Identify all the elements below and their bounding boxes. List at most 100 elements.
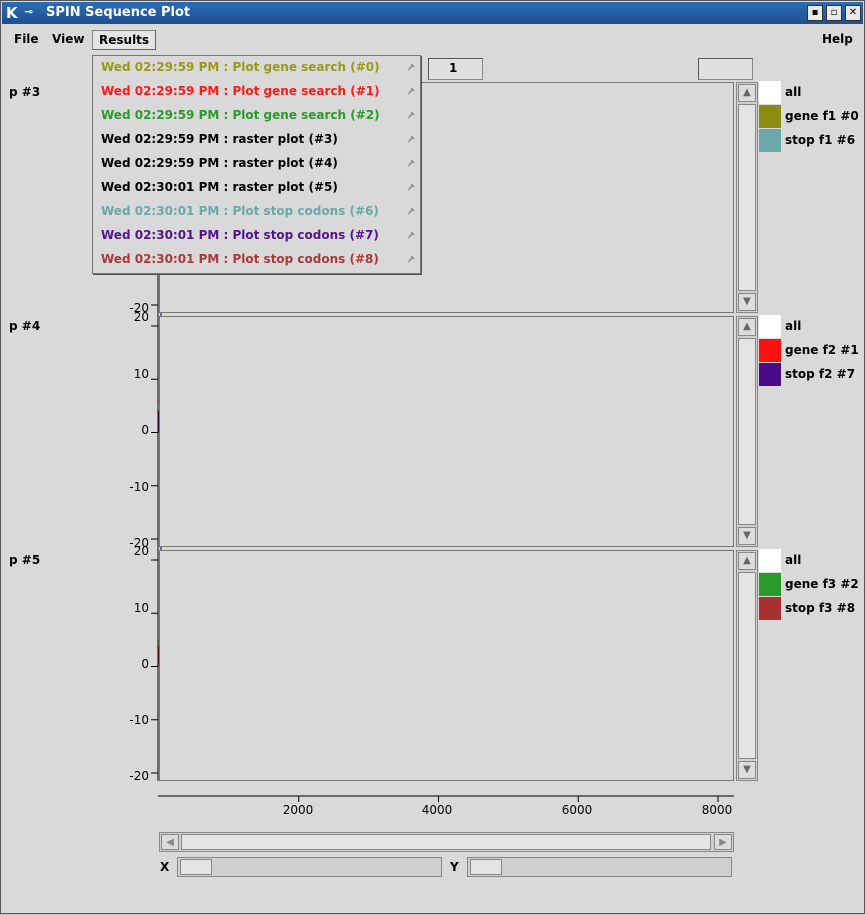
close-button[interactable]: ✕	[845, 5, 861, 21]
y-tick: -10	[129, 713, 149, 727]
legend-label: all	[785, 85, 802, 99]
menu-results[interactable]: Results	[92, 30, 157, 50]
y-tick: -20	[129, 301, 149, 315]
legend-all[interactable]: all	[759, 549, 864, 573]
legend-label: stop f2 #7	[785, 367, 856, 381]
y-tick: -10	[129, 480, 149, 494]
scroll-up-icon[interactable]: ▲	[738, 318, 756, 336]
slider-knob[interactable]	[180, 859, 212, 875]
results-menu-item-label: Wed 02:30:01 PM : Plot stop codons (#6)	[101, 204, 379, 218]
results-menu-item[interactable]: Wed 02:29:59 PM : raster plot (#4) ↗	[101, 156, 419, 180]
scroll-down-icon[interactable]: ▼	[738, 293, 756, 311]
results-menu-item[interactable]: Wed 02:30:01 PM : Plot stop codons (#8) ↗	[101, 252, 419, 276]
legend-swatch[interactable]	[759, 363, 781, 386]
title-bar[interactable]: K ⊸ SPIN Sequence Plot ▪ ▫ ✕	[2, 2, 863, 24]
horizontal-scrollbar[interactable]: ◀ ▶	[159, 832, 734, 852]
legend-swatch[interactable]	[759, 573, 781, 596]
submenu-arrow-icon: ↗	[406, 111, 415, 122]
y-tick: 0	[141, 423, 149, 437]
legend-swatch[interactable]	[759, 129, 781, 152]
results-menu-item[interactable]: Wed 02:29:59 PM : Plot gene search (#2) ↗	[101, 108, 419, 132]
menu-file[interactable]: File	[14, 32, 39, 46]
x-tick: 2000	[282, 803, 314, 817]
results-menu-item-label: Wed 02:30:01 PM : raster plot (#5)	[101, 180, 338, 194]
y-tick: -20	[129, 536, 149, 550]
y-tick: -20	[129, 769, 149, 783]
results-menu-item[interactable]: Wed 02:30:01 PM : Plot stop codons (#7) ↗	[101, 228, 419, 252]
legend-label: gene f2 #1	[785, 343, 859, 357]
y-tick: 10	[133, 601, 149, 615]
scroll-left-icon[interactable]: ◀	[161, 834, 179, 850]
panel-label-5: p #5	[9, 553, 41, 567]
slider-knob[interactable]	[470, 859, 502, 875]
legend-swatch[interactable]	[759, 315, 781, 338]
submenu-arrow-icon: ↗	[406, 207, 415, 218]
scroll-up-icon[interactable]: ▲	[738, 552, 756, 570]
minimize-button[interactable]: ▪	[807, 5, 823, 21]
submenu-arrow-icon: ↗	[406, 231, 415, 242]
x-slider-label: X	[160, 860, 170, 874]
window-title: SPIN Sequence Plot	[46, 5, 191, 20]
legend-series[interactable]: stop f2 #7	[759, 363, 864, 387]
legend-swatch[interactable]	[759, 339, 781, 362]
page-number-field[interactable]: 1	[428, 58, 483, 80]
panel-4-scrollbar[interactable]: ▲ ▼	[736, 316, 758, 547]
legend-swatch[interactable]	[759, 597, 781, 620]
x-zoom-slider[interactable]	[177, 857, 442, 877]
y-zoom-slider[interactable]	[467, 857, 732, 877]
scroll-thumb[interactable]	[738, 104, 756, 291]
results-menu-item-label: Wed 02:29:59 PM : raster plot (#4)	[101, 156, 338, 170]
x-tick: 8000	[701, 803, 733, 817]
scroll-down-icon[interactable]: ▼	[738, 761, 756, 779]
submenu-arrow-icon: ↗	[406, 159, 415, 170]
results-menu-item[interactable]: Wed 02:29:59 PM : Plot gene search (#0) ↗	[101, 60, 419, 84]
legend-label: gene f3 #2	[785, 577, 859, 591]
panel-label-3: p #3	[9, 85, 41, 99]
scroll-down-icon[interactable]: ▼	[738, 527, 756, 545]
legend-swatch[interactable]	[759, 105, 781, 128]
submenu-arrow-icon: ↗	[406, 183, 415, 194]
results-menu-item-label: Wed 02:30:01 PM : Plot stop codons (#7)	[101, 228, 379, 242]
scroll-right-icon[interactable]: ▶	[714, 834, 732, 850]
results-menu-item[interactable]: Wed 02:30:01 PM : Plot stop codons (#6) ↗	[101, 204, 419, 228]
panel-3-scrollbar[interactable]: ▲ ▼	[736, 82, 758, 313]
pin-icon[interactable]: ⊸	[24, 5, 34, 18]
scroll-thumb[interactable]	[181, 834, 711, 850]
results-menu-item-label: Wed 02:30:01 PM : Plot stop codons (#8)	[101, 252, 379, 266]
scroll-up-icon[interactable]: ▲	[738, 84, 756, 102]
y-tick: 20	[133, 544, 149, 558]
legend-series[interactable]: gene f2 #1	[759, 339, 864, 363]
scroll-thumb[interactable]	[738, 572, 756, 759]
results-menu-item-label: Wed 02:29:59 PM : Plot gene search (#0)	[101, 60, 380, 74]
results-menu-item[interactable]: Wed 02:29:59 PM : Plot gene search (#1) ↗	[101, 84, 419, 108]
menu-view[interactable]: View	[52, 32, 85, 46]
legend-label: gene f1 #0	[785, 109, 859, 123]
results-menu-item[interactable]: Wed 02:29:59 PM : raster plot (#3) ↗	[101, 132, 419, 156]
legend-all[interactable]: all	[759, 81, 864, 105]
maximize-button[interactable]: ▫	[826, 5, 842, 21]
panel-5-scrollbar[interactable]: ▲ ▼	[736, 550, 758, 781]
app-icon[interactable]: K	[6, 4, 18, 22]
results-menu-item[interactable]: Wed 02:30:01 PM : raster plot (#5) ↗	[101, 180, 419, 204]
scroll-thumb[interactable]	[738, 338, 756, 525]
plot-panel-5[interactable]	[159, 550, 734, 781]
plot-panel-4[interactable]	[159, 316, 734, 547]
legend-label: stop f1 #6	[785, 133, 856, 147]
legend-swatch[interactable]	[759, 81, 781, 104]
y-tick: 20	[133, 310, 149, 324]
legend-series[interactable]: gene f1 #0	[759, 105, 864, 129]
results-menu-dropdown[interactable]: Wed 02:29:59 PM : Plot gene search (#0) ↗…	[92, 55, 421, 274]
x-tick: 6000	[561, 803, 593, 817]
extra-field[interactable]	[698, 58, 753, 80]
submenu-arrow-icon: ↗	[406, 87, 415, 98]
legend-all[interactable]: all	[759, 315, 864, 339]
menu-help[interactable]: Help	[822, 32, 853, 46]
legend-label: stop f3 #8	[785, 601, 856, 615]
results-menu-item-label: Wed 02:29:59 PM : Plot gene search (#2)	[101, 108, 380, 122]
submenu-arrow-icon: ↗	[406, 63, 415, 74]
legend-series[interactable]: gene f3 #2	[759, 573, 864, 597]
legend-series[interactable]: stop f3 #8	[759, 597, 864, 621]
legend-swatch[interactable]	[759, 549, 781, 572]
legend-series[interactable]: stop f1 #6	[759, 129, 864, 153]
